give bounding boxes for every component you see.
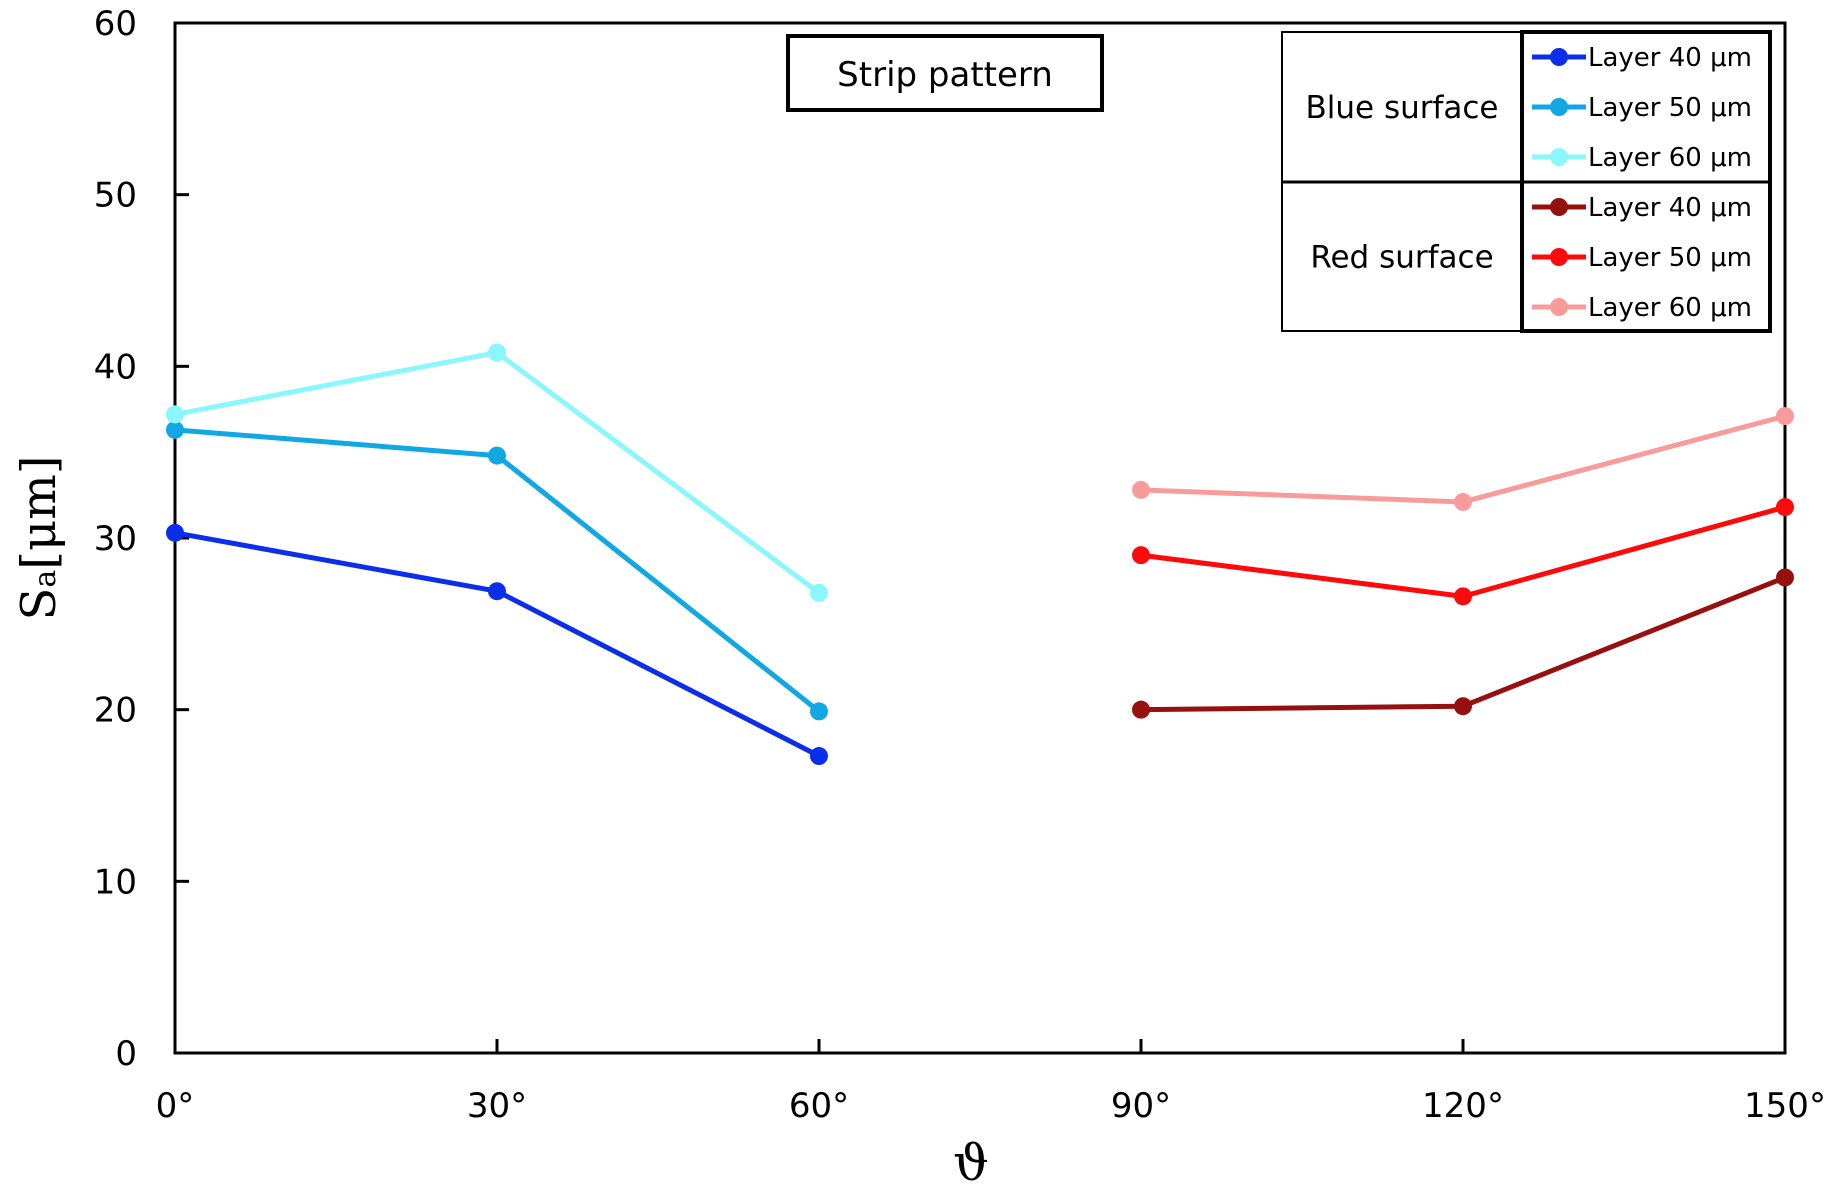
legend-item-label: Layer 40 μm xyxy=(1588,43,1752,73)
legend-group-label: Red surface xyxy=(1310,240,1493,276)
legend-item-label: Layer 50 μm xyxy=(1588,243,1752,273)
legend-swatch-marker xyxy=(1550,248,1568,266)
legend-item-label: Layer 40 μm xyxy=(1588,193,1752,223)
x-tick-label: 90° xyxy=(1111,1086,1171,1126)
y-tick-label: 30 xyxy=(94,519,137,559)
data-point xyxy=(488,343,506,362)
legend-swatch-marker xyxy=(1550,198,1568,216)
legend-item: Layer 60 μm xyxy=(1532,293,1752,323)
data-point xyxy=(166,405,184,424)
legend-swatch-marker xyxy=(1550,298,1568,316)
data-point xyxy=(1454,697,1472,716)
x-tick-label: 0° xyxy=(156,1086,195,1126)
series-5 xyxy=(1132,407,1794,511)
data-point xyxy=(1454,587,1472,606)
y-tick-label: 20 xyxy=(94,691,137,731)
data-point xyxy=(1776,568,1794,587)
y-tick-label: 10 xyxy=(94,862,137,902)
series-0 xyxy=(166,523,828,766)
y-tick-label: 50 xyxy=(94,176,137,216)
x-tick-label: 120° xyxy=(1422,1086,1504,1126)
legend-group-label: Blue surface xyxy=(1305,90,1498,126)
x-tick-label: 150° xyxy=(1744,1086,1826,1126)
data-point xyxy=(1132,700,1150,719)
title-box xyxy=(786,34,1104,112)
data-point xyxy=(166,420,184,439)
series-4 xyxy=(1132,498,1794,606)
data-point xyxy=(488,582,506,601)
x-tick-label: 30° xyxy=(467,1086,527,1126)
series-line xyxy=(174,427,821,714)
legend-swatch-marker xyxy=(1550,48,1568,66)
legend-item: Layer 50 μm xyxy=(1532,243,1752,273)
legend-item-label: Layer 60 μm xyxy=(1588,293,1752,323)
series-line xyxy=(174,350,821,595)
data-point xyxy=(1776,498,1794,517)
y-axis-label-main: S xyxy=(11,588,67,621)
legend-item-label: Layer 50 μm xyxy=(1588,93,1752,123)
data-point xyxy=(488,446,506,465)
series-line xyxy=(1140,413,1786,505)
legend-item: Layer 50 μm xyxy=(1532,93,1752,123)
y-tick-label: 60 xyxy=(94,4,137,44)
x-tick-label: 60° xyxy=(789,1086,849,1126)
series-2 xyxy=(166,343,828,602)
data-point xyxy=(810,747,828,766)
series-line xyxy=(1140,504,1786,599)
series-line xyxy=(174,530,821,759)
data-point xyxy=(1132,546,1150,565)
legend-swatch-marker xyxy=(1550,98,1568,116)
axis-ticks: 0 10 20 30 40 50 60 0° 30° 60° 90° 120° 150° xyxy=(94,4,1826,1126)
data-point xyxy=(166,523,184,542)
series-1 xyxy=(166,420,828,721)
data-point xyxy=(1454,492,1472,511)
legend: Blue surface Layer 40 μm Layer 50 μm Layer … xyxy=(1281,30,1772,333)
legend-item: Layer 40 μm xyxy=(1532,43,1752,73)
y-axis-label: Sa[μm] xyxy=(11,456,67,621)
y-tick-label: 40 xyxy=(94,347,137,387)
legend-item-label: Layer 60 μm xyxy=(1588,143,1752,173)
chart-title: Strip pattern xyxy=(837,55,1053,95)
y-tick-label: 0 xyxy=(115,1034,137,1074)
data-point xyxy=(1776,407,1794,426)
data-point xyxy=(1132,480,1150,499)
legend-item: Layer 60 μm xyxy=(1532,143,1752,173)
y-axis-label-unit: [μm] xyxy=(11,456,67,570)
series-layer xyxy=(166,343,1794,766)
legend-item: Layer 40 μm xyxy=(1532,193,1752,223)
series-3 xyxy=(1132,568,1794,719)
x-axis-label: ϑ xyxy=(953,1134,989,1184)
data-point xyxy=(810,702,828,721)
data-point xyxy=(810,583,828,602)
y-axis-label-subscript: a xyxy=(28,570,63,588)
legend-swatch-marker xyxy=(1550,148,1568,166)
